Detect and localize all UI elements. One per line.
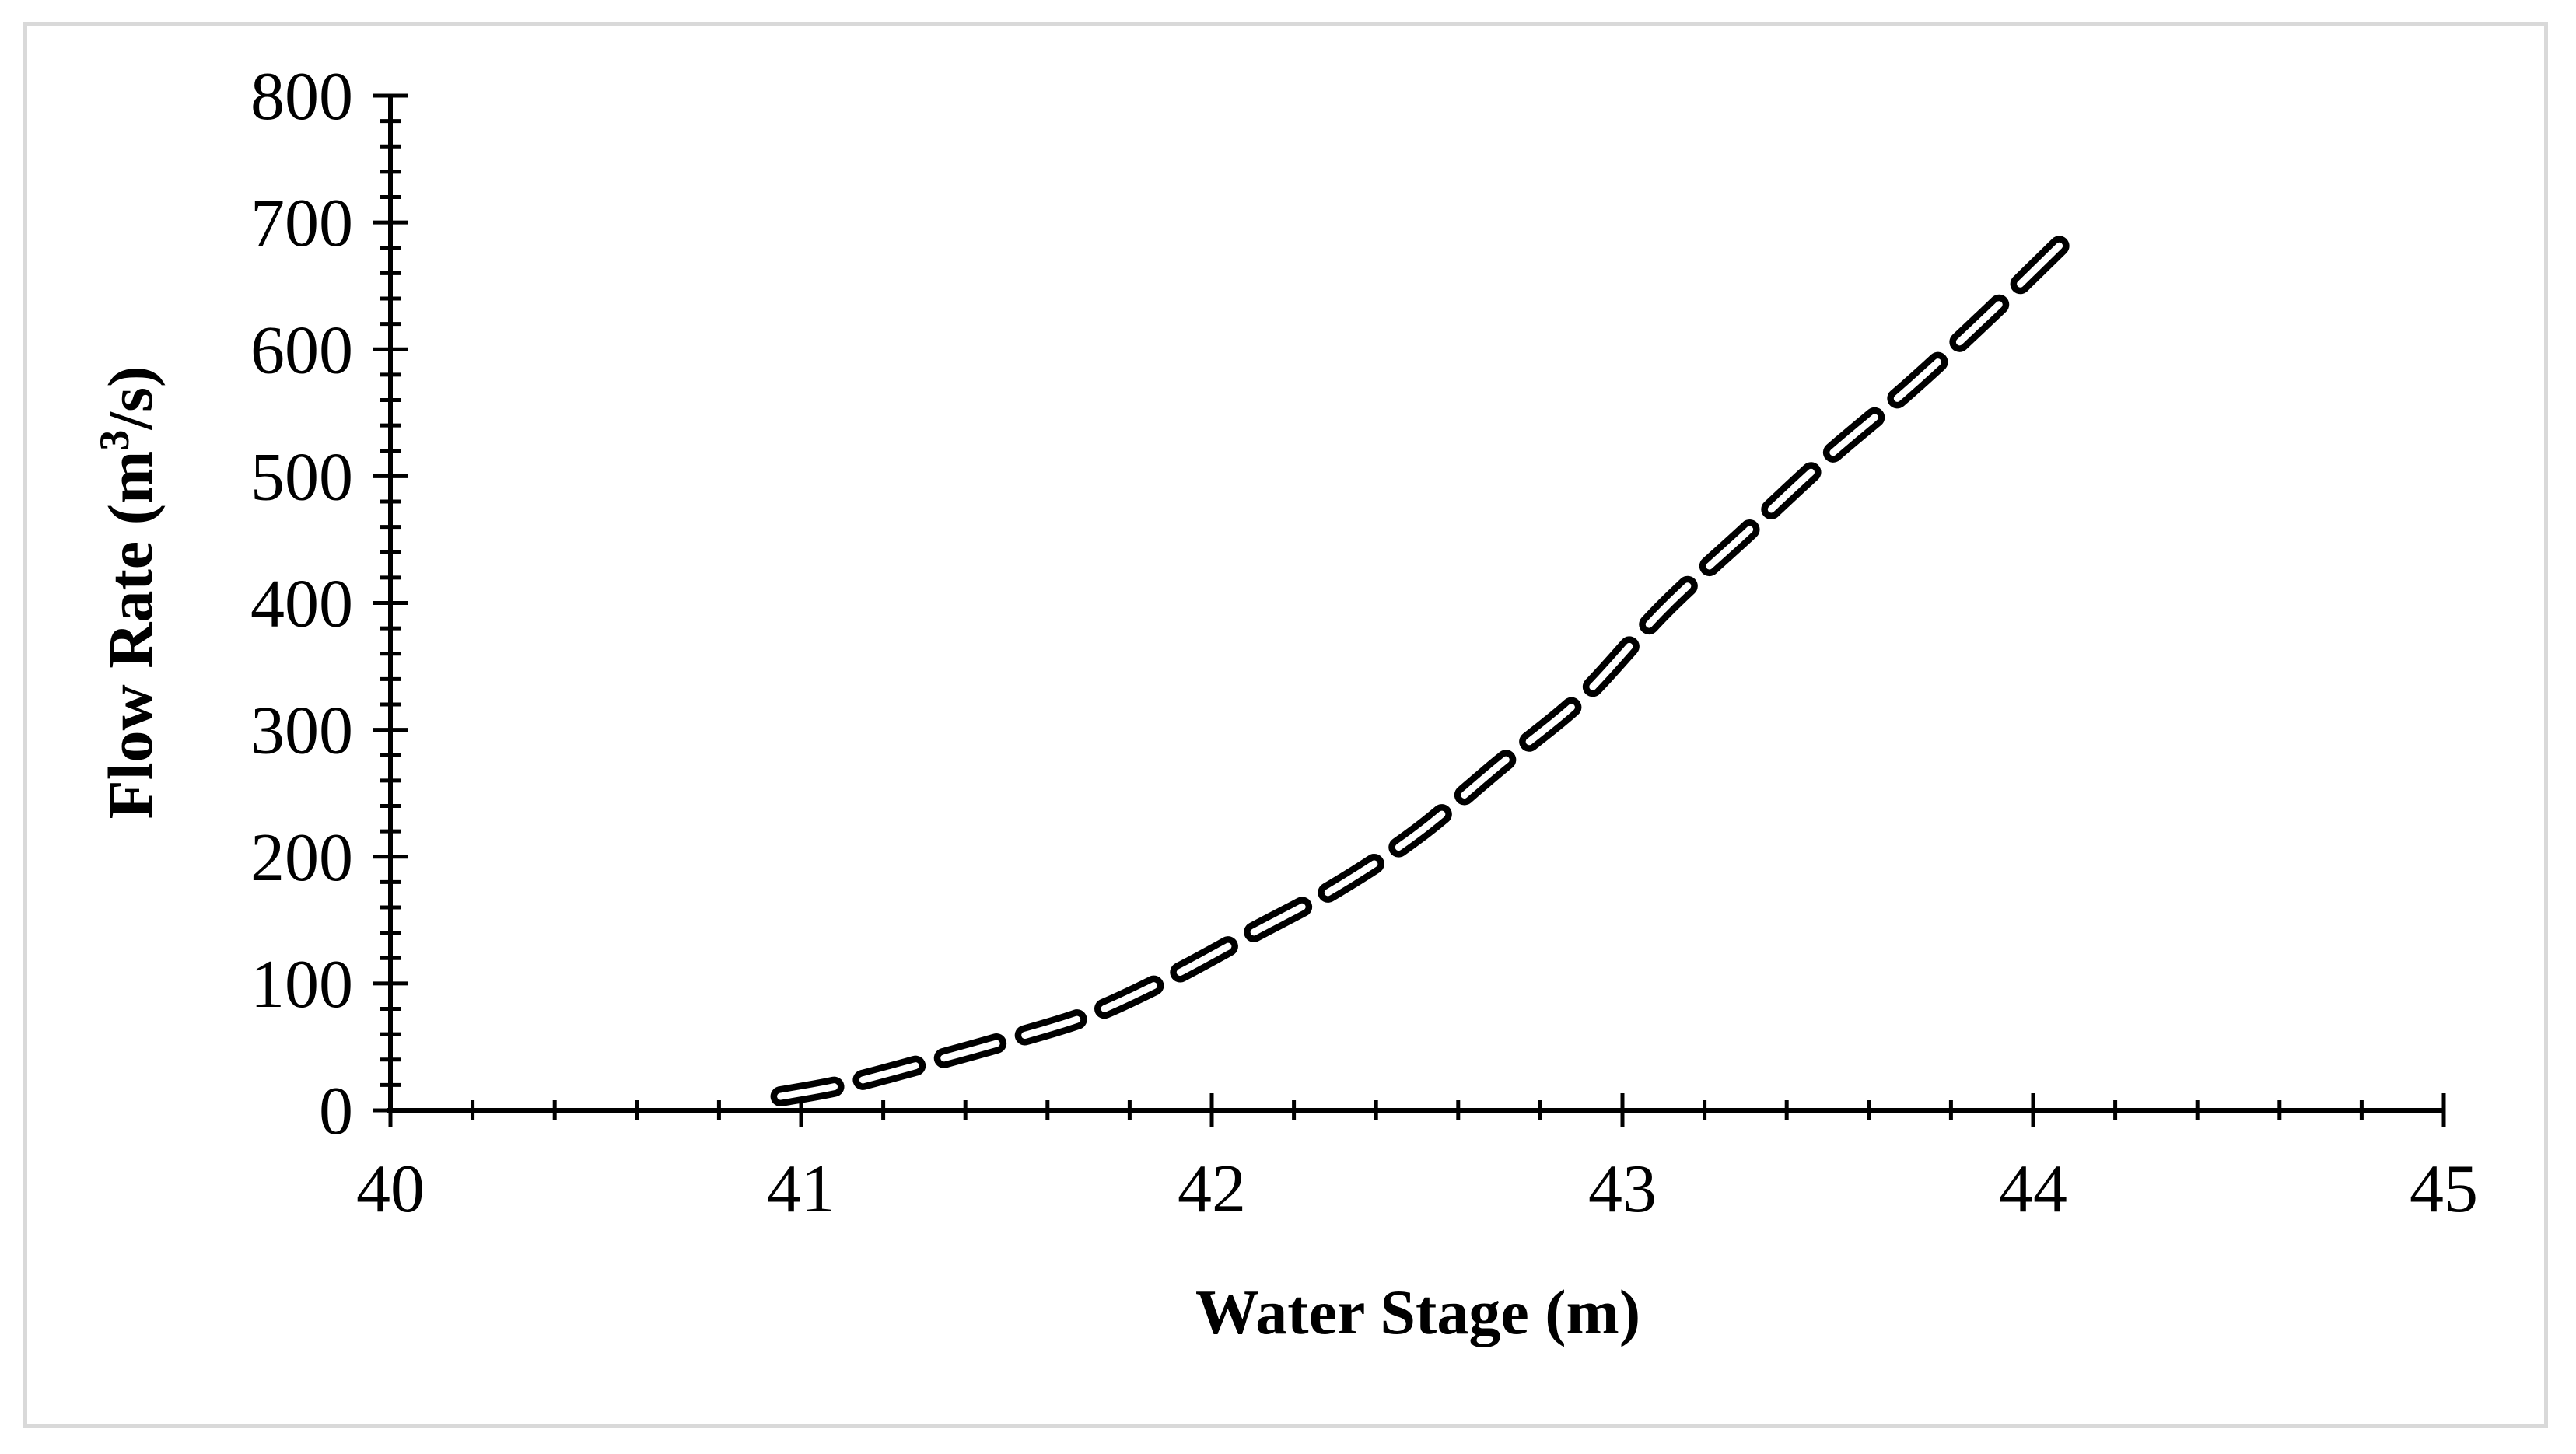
chart-frame — [23, 22, 2548, 1428]
y-tick-label: 500 — [250, 439, 353, 515]
y-tick-label: 0 — [319, 1074, 353, 1149]
y-tick-label: 400 — [250, 567, 353, 642]
y-axis-title-tail: /s) — [95, 366, 166, 431]
x-tick-label: 43 — [1588, 1152, 1657, 1227]
y-axis-title: Flow Rate (m3/s) — [91, 366, 166, 820]
series-line-core — [777, 228, 2078, 1100]
series-point — [2074, 231, 2075, 232]
y-tick-label: 700 — [250, 186, 353, 261]
series-point — [1580, 697, 1582, 699]
axes — [387, 96, 2444, 1113]
x-tick-label: 40 — [356, 1152, 425, 1227]
y-tick-label: 300 — [250, 694, 353, 769]
x-tick-label: 45 — [2410, 1152, 2478, 1227]
y-axis-title-superscript: 3 — [91, 430, 138, 451]
ticks — [373, 93, 2446, 1127]
y-axis-title-main: Flow Rate (m — [95, 451, 166, 820]
x-tick-label: 42 — [1178, 1152, 1246, 1227]
y-tick-label: 200 — [250, 820, 353, 896]
series-point — [1088, 1015, 1090, 1016]
x-tick-label: 44 — [1999, 1152, 2067, 1227]
tick-labels: 0 100 200 300 400 500 600 700 800 40 41 42 43 44 45 — [250, 59, 2478, 1227]
y-tick-label: 800 — [250, 59, 353, 135]
series-layer — [770, 221, 2084, 1107]
y-tick-label: 100 — [250, 947, 353, 1022]
x-tick-label: 41 — [767, 1152, 835, 1227]
x-axis-title: Water Stage (m) — [1195, 1277, 1640, 1347]
series-line-outline — [770, 221, 2084, 1107]
y-tick-label: 600 — [250, 313, 353, 388]
